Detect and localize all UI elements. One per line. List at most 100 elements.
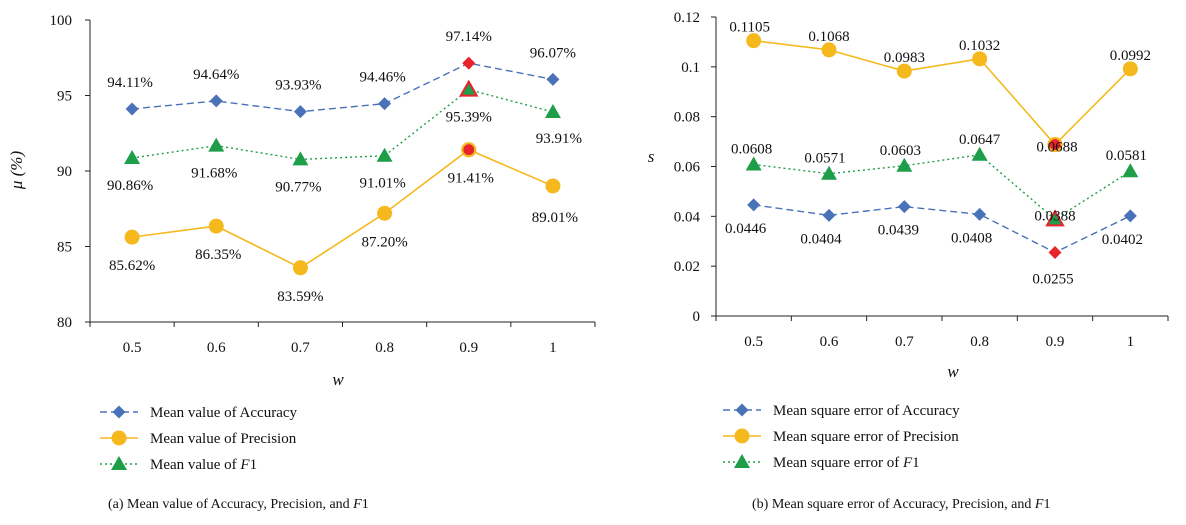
y-tick-label: 85	[57, 240, 72, 256]
data-point-accuracy	[293, 105, 307, 119]
data-point-precision	[746, 33, 762, 49]
chart-panel-a: 80 85 90 95 100 0.5 0.6 0.7 0.8 0.9 1 μ (%) w 94.11% 9…	[7, 13, 596, 512]
series-line-accuracy	[753, 204, 1131, 254]
data-label-f1: 91.68%	[191, 166, 237, 182]
data-label-precision: 0.0992	[1110, 48, 1151, 64]
figure-caption: (b) Mean square error of Accuracy, Preci…	[752, 497, 1050, 512]
y-tick-label: 0.04	[674, 209, 701, 225]
data-point-precision	[896, 63, 912, 79]
data-label-accuracy: 94.64%	[193, 67, 239, 83]
data-label-precision: 83.59%	[277, 289, 323, 305]
x-tick-label: 0.6	[820, 334, 839, 350]
data-label-accuracy: 0.0404	[800, 231, 842, 247]
legend-marker	[735, 403, 749, 417]
data-point-f1	[971, 146, 988, 161]
legend-item-accuracy: Mean value of Accuracy	[100, 405, 298, 421]
data-point-f1	[208, 137, 225, 152]
y-axis-title: μ (%)	[7, 151, 26, 191]
data-label-f1: 0.0608	[731, 142, 772, 158]
data-point-accuracy	[747, 198, 761, 212]
data-point-f1	[1122, 163, 1139, 178]
x-axis-title: w	[947, 362, 959, 381]
data-point-f1	[544, 103, 561, 118]
y-tick-label: 0	[693, 309, 701, 325]
data-point-f1	[1045, 209, 1065, 227]
series-line-precision	[131, 148, 554, 269]
data-label-accuracy: 96.07%	[530, 45, 576, 61]
legend-item-accuracy: Mean square error of Accuracy	[723, 403, 960, 419]
y-tick-label: 90	[57, 164, 72, 180]
y-tick-label: 95	[57, 89, 72, 105]
data-label-f1: 90.77%	[275, 179, 321, 195]
data-point-precision	[1122, 61, 1138, 77]
data-point-f1	[745, 156, 762, 171]
data-point-f1	[459, 79, 479, 97]
legend-item-precision: Mean square error of Precision	[723, 428, 959, 445]
data-label-precision: 85.62%	[109, 258, 155, 274]
data-label-precision: 89.01%	[532, 210, 578, 226]
data-point-accuracy	[822, 208, 836, 222]
legend-marker	[734, 454, 750, 468]
data-point-precision	[124, 229, 140, 245]
data-label-precision: 91.41%	[448, 171, 494, 187]
y-tick-label: 0.08	[674, 110, 700, 126]
series-line-f1	[131, 88, 554, 161]
legend-marker	[111, 430, 127, 446]
data-label-f1: 0.0388	[1034, 208, 1075, 224]
series-line-accuracy	[132, 62, 554, 113]
x-axis-title: w	[332, 370, 344, 389]
data-label-accuracy: 93.93%	[275, 78, 321, 94]
data-label-precision: 0.1032	[959, 38, 1000, 54]
data-label-accuracy: 0.0255	[1032, 271, 1073, 287]
figure-caption: (a) Mean value of Accuracy, Precision, a…	[108, 497, 369, 512]
x-tick-label: 1	[1127, 334, 1135, 350]
legend-label: Mean value of F1	[150, 457, 257, 473]
data-point-f1	[896, 157, 913, 172]
legend-item-precision: Mean value of Precision	[100, 430, 297, 447]
data-point-accuracy	[125, 102, 139, 116]
data-label-accuracy: 0.0446	[725, 221, 767, 237]
legend-item-f1: Mean value of F1	[100, 456, 257, 473]
data-label-f1: 0.0571	[804, 151, 845, 167]
legend-label: Mean value of Precision	[150, 431, 297, 447]
y-tick-label: 0.06	[674, 160, 701, 176]
data-point-precision	[545, 178, 561, 194]
data-point-precision	[377, 205, 393, 221]
data-point-precision	[208, 218, 224, 234]
data-label-precision: 0.1105	[729, 20, 770, 36]
data-point-accuracy	[546, 72, 560, 86]
x-tick-label: 0.8	[970, 334, 989, 350]
data-point-accuracy	[1048, 245, 1062, 259]
series-line-precision	[753, 39, 1131, 146]
x-tick-label: 0.9	[459, 340, 478, 356]
y-tick-label: 0.02	[674, 259, 700, 275]
data-label-accuracy: 0.0439	[878, 223, 919, 239]
data-label-f1: 0.0647	[959, 132, 1001, 148]
data-label-accuracy: 97.14%	[446, 29, 492, 45]
x-tick-label: 0.6	[207, 340, 226, 356]
series-line-f1	[753, 154, 1131, 221]
x-tick-label: 0.8	[375, 340, 394, 356]
data-point-precision	[821, 42, 837, 58]
x-tick-label: 0.7	[291, 340, 310, 356]
data-point-accuracy	[378, 97, 392, 111]
chart-panel-b: 0 0.02 0.04 0.06 0.08 0.1 0.12 0.5 0.6 0.7 0.8 0.9 1…	[648, 10, 1169, 512]
data-point-precision	[972, 51, 988, 67]
data-label-precision: 0.0983	[884, 50, 925, 66]
data-label-accuracy: 94.46%	[359, 70, 405, 86]
data-label-accuracy: 94.11%	[107, 75, 153, 91]
legend-label: Mean square error of F1	[773, 455, 920, 471]
data-point-accuracy	[462, 56, 476, 70]
legend-marker	[112, 405, 126, 419]
data-point-accuracy	[897, 200, 911, 214]
legend-marker	[734, 428, 750, 444]
legend-label: Mean value of Accuracy	[150, 405, 298, 421]
legend-label: Mean square error of Precision	[773, 429, 959, 445]
data-point-precision	[292, 260, 308, 276]
data-label-f1: 93.91%	[536, 131, 582, 147]
y-axis-title: s	[648, 147, 655, 166]
y-tick-label: 0.1	[681, 60, 700, 76]
data-point-accuracy	[1123, 209, 1137, 223]
data-label-precision: 86.35%	[195, 247, 241, 263]
